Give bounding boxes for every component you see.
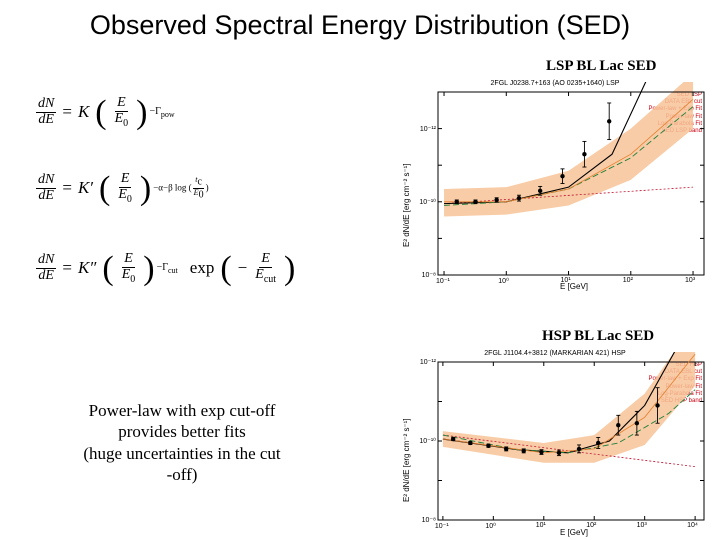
equation-plexpcut: dNdE = K″ ( EE0 ) −Γcut exp ( − EEcut ) (36, 252, 295, 285)
equation-powerlaw: dNdE = K ( EE0 ) −Γpow (36, 96, 175, 129)
chart-lsp-sed: 2FGL J0238.7+163 (AO 0235+1640) LSP E² d… (400, 82, 710, 297)
chart2-label: HSP BL Lac SED (542, 328, 654, 345)
equation-logparabola: dNdE = K′ ( EE0 ) −α−β log (tcE0) (36, 172, 209, 205)
page-title: Observed Spectral Energy Distribution (S… (0, 10, 720, 41)
chart1-label: LSP BL Lac SED (546, 58, 656, 75)
note-text: Power-law with exp cut-off provides bett… (12, 400, 352, 485)
chart-hsp-sed: 2FGL J1104.4+3812 (MARKARIAN 421) HSP E²… (400, 352, 710, 540)
